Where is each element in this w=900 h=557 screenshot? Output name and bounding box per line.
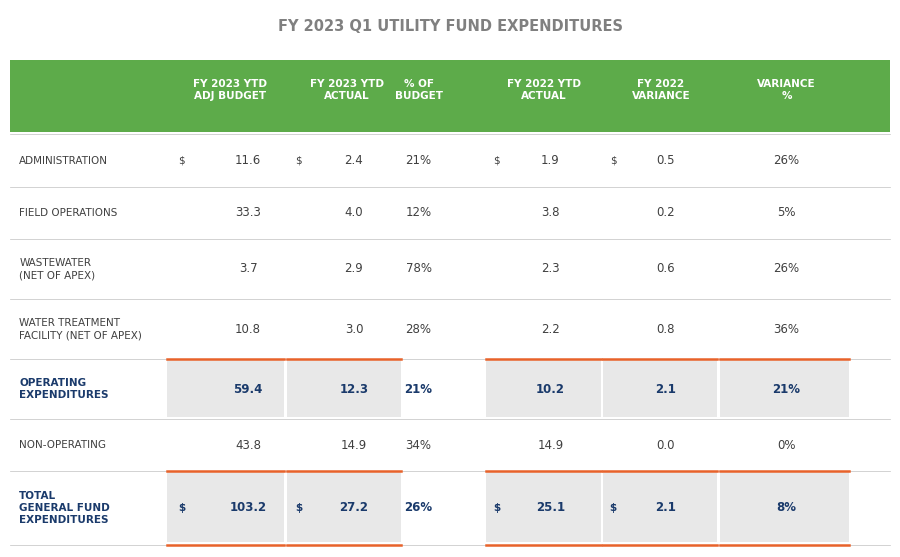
- FancyBboxPatch shape: [486, 472, 600, 543]
- Text: TOTAL
GENERAL FUND
EXPENDITURES: TOTAL GENERAL FUND EXPENDITURES: [19, 491, 110, 525]
- Text: 2.2: 2.2: [541, 323, 560, 335]
- Text: 0.0: 0.0: [656, 439, 675, 452]
- Text: WASTEWATER
(NET OF APEX): WASTEWATER (NET OF APEX): [19, 258, 95, 280]
- Text: 0.8: 0.8: [656, 323, 675, 335]
- Text: 10.2: 10.2: [536, 383, 565, 395]
- Text: ADMINISTRATION: ADMINISTRATION: [19, 155, 108, 165]
- FancyBboxPatch shape: [720, 472, 850, 543]
- FancyBboxPatch shape: [720, 360, 850, 417]
- Text: 3.8: 3.8: [541, 206, 560, 219]
- FancyBboxPatch shape: [287, 360, 400, 417]
- FancyBboxPatch shape: [486, 360, 600, 417]
- Text: 3.0: 3.0: [345, 323, 364, 335]
- Text: 2.9: 2.9: [345, 262, 364, 275]
- Text: 0.5: 0.5: [656, 154, 675, 167]
- Text: FY 2022
VARIANCE: FY 2022 VARIANCE: [632, 79, 690, 101]
- Text: $: $: [295, 155, 302, 165]
- Text: FY 2023 Q1 UTILITY FUND EXPENDITURES: FY 2023 Q1 UTILITY FUND EXPENDITURES: [277, 19, 623, 34]
- Text: 12%: 12%: [406, 206, 432, 219]
- Text: 2.1: 2.1: [655, 383, 676, 395]
- Text: 59.4: 59.4: [233, 383, 263, 395]
- FancyBboxPatch shape: [11, 60, 889, 131]
- Text: 14.9: 14.9: [341, 439, 367, 452]
- Text: 14.9: 14.9: [537, 439, 563, 452]
- Text: FY 2022 YTD
ACTUAL: FY 2022 YTD ACTUAL: [508, 79, 581, 101]
- Text: % OF
BUDGET: % OF BUDGET: [394, 79, 443, 101]
- Text: 11.6: 11.6: [235, 154, 261, 167]
- Text: 8%: 8%: [777, 501, 797, 515]
- FancyBboxPatch shape: [167, 360, 284, 417]
- Text: WATER TREATMENT
FACILITY (NET OF APEX): WATER TREATMENT FACILITY (NET OF APEX): [19, 318, 142, 340]
- Text: 25.1: 25.1: [536, 501, 565, 515]
- Text: 10.8: 10.8: [235, 323, 261, 335]
- Text: 21%: 21%: [772, 383, 800, 395]
- Text: 3.7: 3.7: [238, 262, 257, 275]
- Text: 43.8: 43.8: [235, 439, 261, 452]
- Text: NON-OPERATING: NON-OPERATING: [19, 440, 106, 450]
- Text: 103.2: 103.2: [230, 501, 266, 515]
- Text: 26%: 26%: [773, 154, 799, 167]
- Text: 4.0: 4.0: [345, 206, 364, 219]
- Text: 12.3: 12.3: [339, 383, 368, 395]
- Text: 78%: 78%: [406, 262, 432, 275]
- Text: 36%: 36%: [773, 323, 799, 335]
- Text: 2.1: 2.1: [655, 501, 676, 515]
- Text: 21%: 21%: [406, 154, 432, 167]
- Text: 33.3: 33.3: [235, 206, 261, 219]
- Text: $: $: [178, 503, 185, 513]
- Text: FY 2023 YTD
ADJ BUDGET: FY 2023 YTD ADJ BUDGET: [194, 79, 267, 101]
- Text: $: $: [178, 155, 184, 165]
- Text: 27.2: 27.2: [339, 501, 368, 515]
- Text: $: $: [609, 503, 617, 513]
- Text: 34%: 34%: [406, 439, 432, 452]
- Text: FY 2023 YTD
ACTUAL: FY 2023 YTD ACTUAL: [310, 79, 383, 101]
- Text: 28%: 28%: [406, 323, 432, 335]
- Text: 21%: 21%: [405, 383, 433, 395]
- FancyBboxPatch shape: [603, 360, 717, 417]
- Text: OPERATING
EXPENDITURES: OPERATING EXPENDITURES: [19, 378, 109, 400]
- Text: FIELD OPERATIONS: FIELD OPERATIONS: [19, 208, 118, 218]
- Text: 0.2: 0.2: [656, 206, 675, 219]
- Text: $: $: [609, 155, 617, 165]
- Text: $: $: [295, 503, 302, 513]
- Text: $: $: [493, 503, 500, 513]
- FancyBboxPatch shape: [603, 472, 717, 543]
- FancyBboxPatch shape: [287, 472, 400, 543]
- Text: 2.4: 2.4: [345, 154, 364, 167]
- FancyBboxPatch shape: [167, 472, 284, 543]
- Text: $: $: [493, 155, 500, 165]
- Text: 1.9: 1.9: [541, 154, 560, 167]
- Text: 26%: 26%: [404, 501, 433, 515]
- Text: 5%: 5%: [778, 206, 796, 219]
- Text: 2.3: 2.3: [541, 262, 560, 275]
- Text: VARIANCE
%: VARIANCE %: [757, 79, 815, 101]
- Text: 0%: 0%: [778, 439, 796, 452]
- Text: 26%: 26%: [773, 262, 799, 275]
- Text: 0.6: 0.6: [656, 262, 675, 275]
